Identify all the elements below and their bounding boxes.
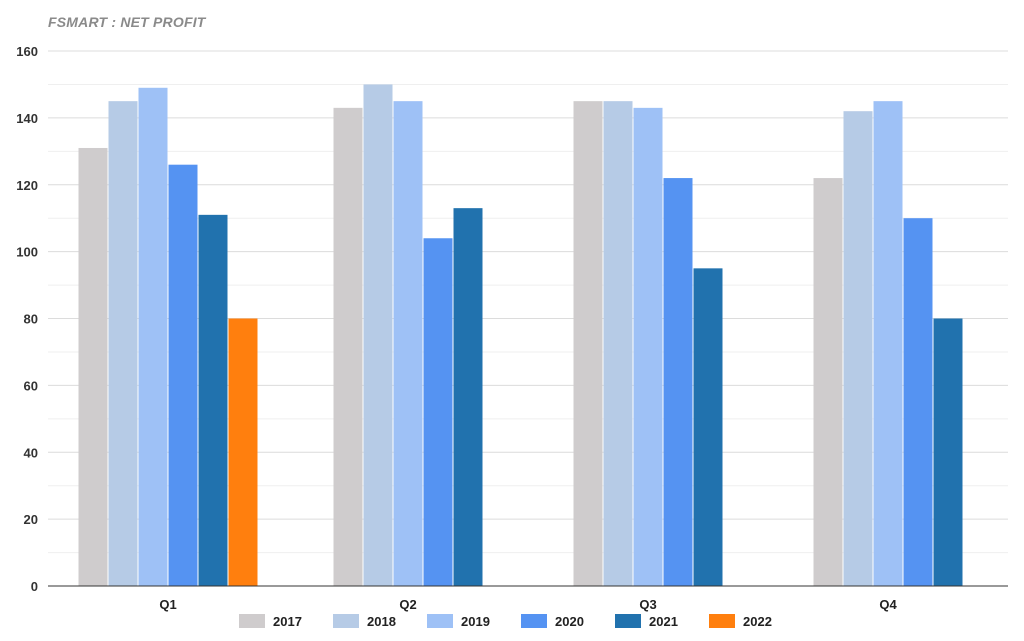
bars: [78, 84, 963, 586]
bar-q1-2019: [138, 87, 168, 586]
chart-title: FSMART : NET PROFIT: [48, 14, 206, 30]
legend-label-2020: 2020: [555, 614, 584, 629]
x-category-label: Q3: [639, 597, 656, 612]
legend-label-2021: 2021: [649, 614, 678, 629]
bar-q2-2018: [363, 84, 393, 586]
bar-q3-2018: [603, 101, 633, 586]
bar-q2-2020: [423, 238, 453, 586]
bar-q2-2021: [453, 208, 483, 586]
y-tick-label: 80: [24, 312, 38, 327]
bar-q4-2019: [873, 101, 903, 586]
x-category-label: Q2: [399, 597, 416, 612]
y-tick-label: 120: [16, 178, 38, 193]
legend-label-2019: 2019: [461, 614, 490, 629]
bar-q4-2017: [813, 178, 843, 586]
legend-swatch-2017: [239, 614, 265, 628]
y-tick-label: 20: [24, 512, 38, 527]
legend-label-2022: 2022: [743, 614, 772, 629]
x-category-label: Q1: [159, 597, 176, 612]
legend: 2017 2018 2019 2020 2021 2022: [239, 614, 772, 629]
bar-q3-2017: [573, 101, 603, 586]
bar-q1-2020: [168, 164, 198, 586]
bar-q2-2017: [333, 107, 363, 586]
legend-swatch-2019: [427, 614, 453, 628]
legend-swatch-2022: [709, 614, 735, 628]
bar-q1-2018: [108, 101, 138, 586]
bar-q2-2019: [393, 101, 423, 586]
bar-q4-2020: [903, 218, 933, 586]
bar-q4-2021: [933, 318, 963, 586]
y-tick-label: 160: [16, 44, 38, 59]
y-tick-label: 60: [24, 378, 38, 393]
x-axis-categories: Q1 Q2 Q3 Q4: [159, 597, 897, 612]
bar-q1-2017: [78, 147, 108, 586]
bar-q3-2021: [693, 268, 723, 586]
bar-q1-2022: [228, 318, 258, 586]
legend-label-2018: 2018: [367, 614, 396, 629]
bar-q3-2019: [633, 107, 663, 586]
legend-swatch-2020: [521, 614, 547, 628]
legend-swatch-2018: [333, 614, 359, 628]
x-category-label: Q4: [879, 597, 897, 612]
y-tick-label: 140: [16, 111, 38, 126]
y-tick-label: 100: [16, 245, 38, 260]
y-tick-label: 40: [24, 445, 38, 460]
y-axis-ticks: 0 20 40 60 80 100 120 140 160: [16, 44, 38, 594]
bar-q3-2020: [663, 178, 693, 586]
legend-label-2017: 2017: [273, 614, 302, 629]
legend-swatch-2021: [615, 614, 641, 628]
y-tick-label: 0: [31, 579, 38, 594]
bar-q1-2021: [198, 214, 228, 586]
bar-q4-2018: [843, 111, 873, 586]
